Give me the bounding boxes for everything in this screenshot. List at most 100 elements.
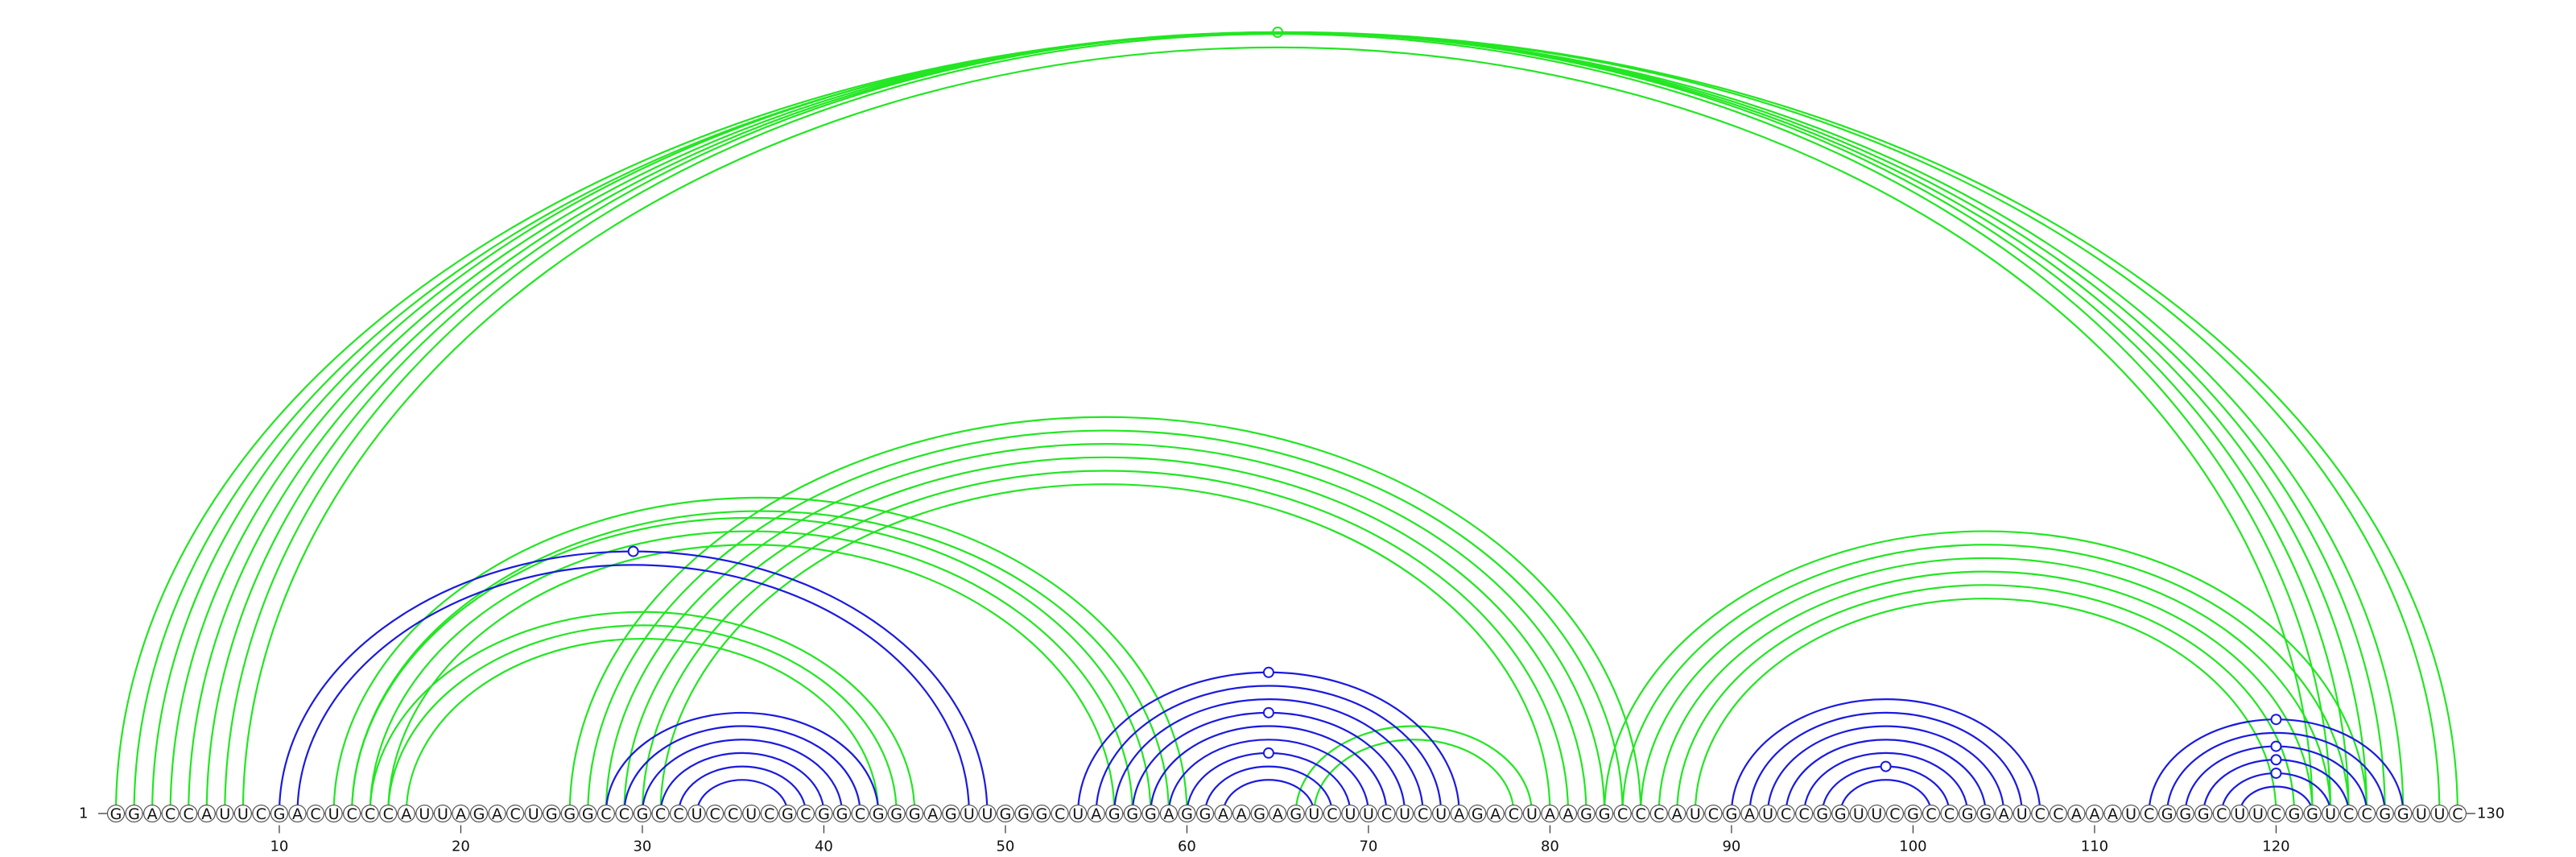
blue-arc-11-48 [296, 564, 970, 814]
nucleotide-letter: A [2071, 805, 2082, 823]
blue-arc-94-103 [1803, 751, 1969, 814]
nucleotide-letter: U [219, 805, 230, 823]
nucleotide-letter: A [1744, 805, 1755, 823]
nucleotide: U [1522, 804, 1542, 823]
nucleotide: C [1377, 804, 1396, 823]
nucleotide-circle [1359, 804, 1378, 823]
nucleotide-circle [669, 804, 688, 823]
nucleotide: U [233, 804, 252, 823]
nucleotide-circle [1087, 804, 1105, 823]
green-arc-86-122 [1657, 570, 2314, 814]
nucleotide: U [978, 804, 997, 823]
nucleotide: G [106, 804, 126, 823]
nucleotide-circle [2121, 804, 2140, 823]
nucleotide-circle [1885, 804, 1904, 823]
nucleotide-circle [1505, 804, 1523, 823]
nucleotide-circle [1849, 804, 1868, 823]
nucleotide-circle [1069, 804, 1088, 823]
blue-arc-55-74 [1095, 685, 1443, 814]
green-arc-4-126 [169, 31, 2386, 814]
blue-arc-62-67 [1222, 779, 1315, 814]
nucleotide-circle [2412, 804, 2430, 823]
nucleotide-letter: C [1889, 805, 1900, 823]
nucleotide-circle [2376, 804, 2394, 823]
nucleotide-circle [379, 804, 398, 823]
nucleotide-circle [197, 804, 216, 823]
nucleotide: A [1558, 804, 1578, 823]
nucleotide: G [1577, 804, 1596, 823]
nucleotide-letter: U [2252, 805, 2264, 823]
nucleotide-letter: G [2161, 805, 2174, 823]
nucleotide-letter: G [1018, 805, 1030, 823]
nucleotide-letter: U [437, 805, 448, 823]
nucleotide-circle [942, 804, 960, 823]
nucleotide-circle [543, 804, 561, 823]
nucleotide-letter: G [818, 805, 830, 823]
nucleotide-letter: U [1344, 805, 1356, 823]
nucleotide-letter: U [1072, 805, 1084, 823]
nucleotide: U [2231, 804, 2249, 823]
nucleotide-letter: C [2216, 805, 2227, 823]
nucleotide-circle [1286, 804, 1305, 823]
green-arc-87-121 [1676, 584, 2296, 814]
nucleotide-letter: A [201, 805, 212, 823]
nucleotide: C [1940, 804, 1959, 823]
nucleotide-circle [125, 804, 143, 823]
nucleotide-letter: G [873, 805, 885, 823]
nucleotide-circle [1123, 804, 1141, 823]
nucleotide-circle [1595, 804, 1614, 823]
nucleotide-letter: G [909, 805, 921, 823]
nucleotide-letter: C [2271, 805, 2281, 823]
nucleotide: U [687, 804, 706, 823]
nucleotide-circle [361, 804, 379, 823]
pair-marker [2270, 767, 2282, 779]
nucleotide: G [560, 804, 579, 823]
nucleotide-letter: C [1799, 805, 1810, 823]
nucleotide: C [724, 804, 742, 823]
tick-label: 10 [270, 838, 288, 855]
green-arc-5-125 [188, 31, 2368, 814]
nucleotide: A [2067, 804, 2086, 823]
nucleotide-letter: U [528, 805, 539, 823]
nucleotide: U [1686, 804, 1704, 823]
nucleotide: C [796, 804, 815, 823]
nucleotide-circle [869, 804, 888, 823]
nucleotide: G [2303, 804, 2322, 823]
tick-label: 120 [2262, 838, 2289, 855]
nucleotide-letter: U [328, 805, 340, 823]
nucleotide: G [1959, 804, 1977, 823]
nucleotide-circle [1178, 804, 1196, 823]
nucleotide-letter: G [110, 805, 122, 823]
nucleotide-letter: G [1835, 805, 1847, 823]
nucleotide-letter: G [890, 805, 902, 823]
nucleotide: U [960, 804, 978, 823]
nucleotide: C [1613, 804, 1632, 823]
nucleotide: U [1069, 804, 1088, 823]
nucleotide-circle [978, 804, 997, 823]
blue-arc-61-68 [1203, 765, 1333, 814]
nucleotide: A [923, 804, 942, 823]
blue-arc-92-105 [1766, 725, 2005, 814]
nucleotide: C [361, 804, 379, 823]
nucleotide-circle [233, 804, 252, 823]
nucleotide: A [1668, 804, 1686, 823]
nucleotide: A [2085, 804, 2104, 823]
nucleotide: C [343, 804, 361, 823]
nucleotide: A [397, 804, 415, 823]
nucleotide-letter: C [1509, 805, 1519, 823]
nucleotide: U [742, 804, 761, 823]
nucleotide-letter: U [1853, 805, 1864, 823]
nucleotide: G [906, 804, 924, 823]
green-arc-15-57 [369, 530, 1133, 814]
nucleotide-circle [1414, 804, 1432, 823]
nucleotide-circle [996, 804, 1015, 823]
nucleotide: C [669, 804, 688, 823]
nucleotide-circle [415, 804, 434, 823]
nucleotide-letter: G [274, 805, 286, 823]
nucleotide-circle [560, 804, 579, 823]
nucleotide-letter: U [1526, 805, 1538, 823]
pair-marker [1262, 666, 1274, 678]
nucleotide: A [1087, 804, 1105, 823]
blue-arc-31-40 [659, 751, 825, 814]
green-arc-8-122 [242, 46, 2314, 814]
